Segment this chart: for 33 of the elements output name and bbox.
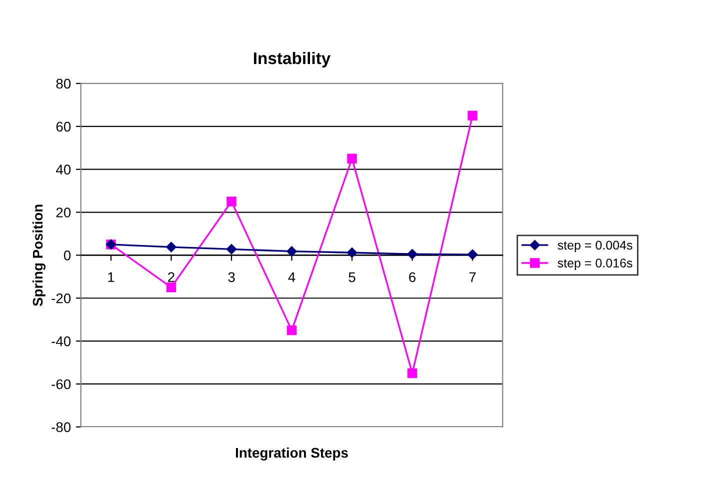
y-tick-label: -40 <box>52 336 71 346</box>
point <box>407 249 418 260</box>
x-tick-label: 2 <box>168 272 174 282</box>
legend-label: step = 0.004s <box>558 240 632 252</box>
legend-label: step = 0.016s <box>558 258 632 270</box>
y-tick-label: 60 <box>56 122 71 132</box>
x-tick-label: 7 <box>469 272 476 282</box>
point <box>467 249 478 260</box>
point <box>286 246 297 256</box>
y-tick-label: -80 <box>52 422 71 432</box>
point <box>226 196 236 206</box>
x-tick-label: 3 <box>228 272 235 282</box>
x-tick-label: 6 <box>409 272 416 282</box>
x-axis-title: Integration Steps <box>236 448 348 461</box>
y-tick-label: -60 <box>52 379 71 390</box>
point <box>347 154 357 164</box>
y-tick-label: 0 <box>64 250 71 260</box>
y-tick-label: 40 <box>56 164 71 175</box>
x-tick-label: 4 <box>288 272 296 282</box>
point <box>166 242 176 252</box>
y-tick-label: 80 <box>56 78 71 89</box>
point <box>286 325 297 336</box>
point <box>166 282 176 292</box>
x-tick-label: 5 <box>348 272 356 282</box>
y-axis-title: Spring Position <box>32 204 46 306</box>
y-tick-label: 20 <box>56 208 71 218</box>
x-tick-label: 1 <box>108 272 114 282</box>
point <box>226 244 237 254</box>
chart-title: Instability <box>254 52 331 68</box>
y-tick-label: -20 <box>52 293 71 304</box>
point <box>346 248 358 258</box>
point <box>407 368 418 378</box>
point <box>468 110 478 121</box>
